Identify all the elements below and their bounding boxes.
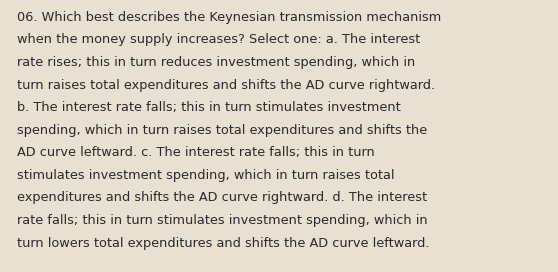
Text: turn raises total expenditures and shifts the AD curve rightward.: turn raises total expenditures and shift… [17, 79, 435, 92]
Text: spending, which in turn raises total expenditures and shifts the: spending, which in turn raises total exp… [17, 124, 427, 137]
Text: b. The interest rate falls; this in turn stimulates investment: b. The interest rate falls; this in turn… [17, 101, 401, 114]
Text: rate falls; this in turn stimulates investment spending, which in: rate falls; this in turn stimulates inve… [17, 214, 427, 227]
Text: 06. Which best describes the Keynesian transmission mechanism: 06. Which best describes the Keynesian t… [17, 11, 441, 24]
Text: stimulates investment spending, which in turn raises total: stimulates investment spending, which in… [17, 169, 395, 182]
Text: rate rises; this in turn reduces investment spending, which in: rate rises; this in turn reduces investm… [17, 56, 415, 69]
Text: when the money supply increases? Select one: a. The interest: when the money supply increases? Select … [17, 33, 420, 47]
Text: turn lowers total expenditures and shifts the AD curve leftward.: turn lowers total expenditures and shift… [17, 237, 429, 250]
Text: AD curve leftward. c. The interest rate falls; this in turn: AD curve leftward. c. The interest rate … [17, 146, 374, 159]
Text: expenditures and shifts the AD curve rightward. d. The interest: expenditures and shifts the AD curve rig… [17, 191, 427, 205]
